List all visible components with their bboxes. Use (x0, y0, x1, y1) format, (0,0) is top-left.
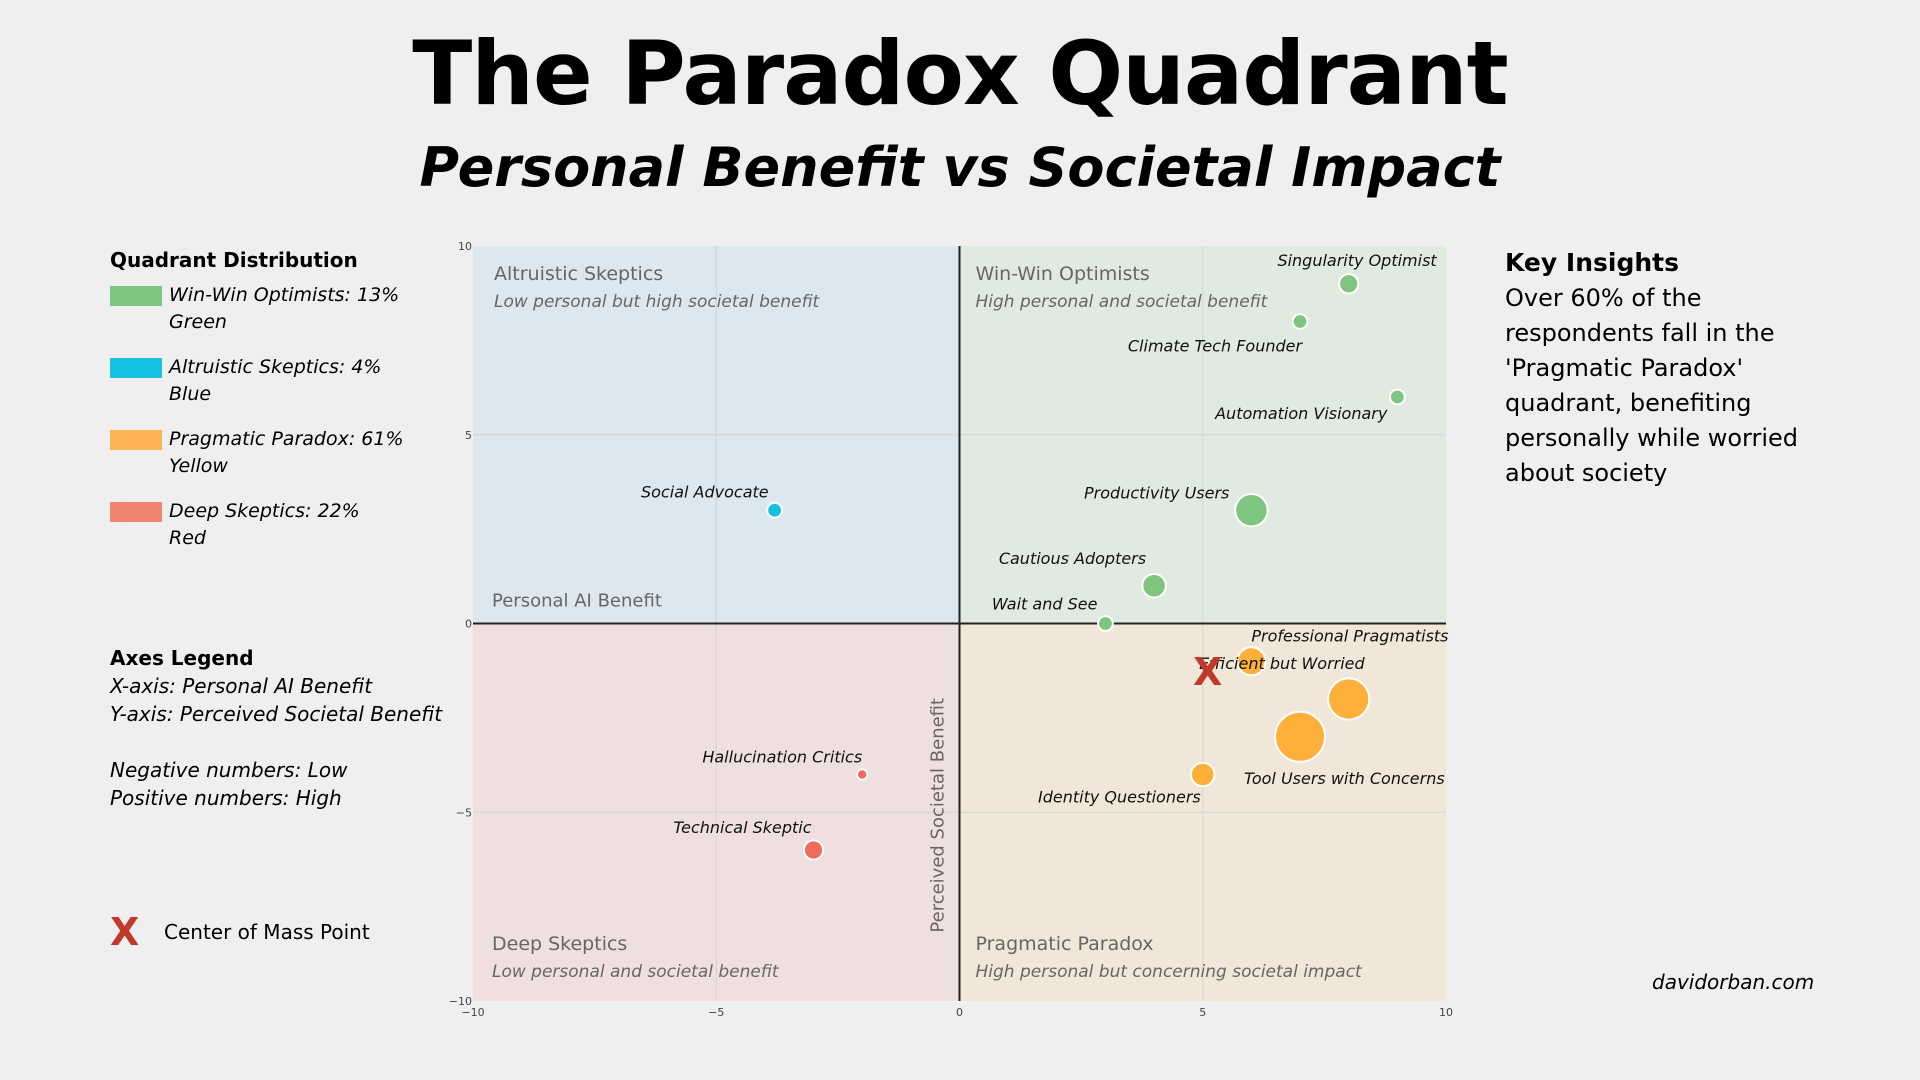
y-tick-label: 10 (458, 240, 472, 253)
x-tick-label: 0 (956, 1006, 963, 1019)
legend-item-win-win: Win-Win Optimists: 13% Green (110, 282, 450, 354)
y-tick-label: −5 (456, 806, 472, 819)
x-tick-label: −5 (708, 1006, 724, 1019)
quadrant-name: Win-Win Optimists (976, 263, 1150, 285)
data-point (1274, 710, 1327, 763)
x-axis-title: Personal AI Benefit (492, 591, 662, 612)
legend-item-altruistic: Altruistic Skeptics: 4% Blue (110, 354, 450, 426)
axes-legend-x: X-axis: Personal AI Benefit (110, 674, 373, 698)
axes-legend-y: Y-axis: Perceived Societal Benefit (110, 702, 443, 726)
legend-label: Win-Win Optimists: 13% (169, 284, 400, 306)
axes-legend-positive: Positive numbers: High (110, 786, 342, 810)
y-axis-title: Perceived Societal Benefit (928, 698, 949, 933)
center-of-mass-marker: X (1193, 650, 1222, 694)
credit: davidorban.com (1652, 970, 1815, 994)
data-point-label: Tool Users with Concerns (1244, 769, 1445, 788)
data-point (766, 501, 784, 519)
legend-label: Deep Skeptics: 22% (169, 500, 360, 522)
axes-legend-negative: Negative numbers: Low (110, 758, 348, 782)
legend-item-pragmatic: Pragmatic Paradox: 61% Yellow (110, 426, 450, 498)
quadrant-name: Altruistic Skeptics (494, 263, 663, 285)
data-point (1097, 615, 1114, 632)
axes-legend: Axes Legend X-axis: Personal AI Benefit … (110, 646, 470, 812)
data-point-label: Cautious Adopters (999, 549, 1146, 568)
axes-legend-heading: Axes Legend (110, 646, 254, 670)
quadrant-name: Deep Skeptics (492, 933, 627, 955)
chart-title: The Paradox Quadrant (412, 22, 1508, 125)
data-point (1388, 388, 1406, 406)
quadrant-description: Low personal but high societal benefit (494, 292, 821, 312)
data-point-label: Social Advocate (641, 482, 769, 501)
legend-label: Altruistic Skeptics: 4% (169, 356, 382, 378)
data-point-label: Professional Pragmatists (1251, 626, 1448, 645)
data-point (1236, 646, 1267, 677)
legend-swatch-blue (110, 358, 162, 378)
data-point-label: Technical Skeptic (673, 818, 811, 837)
data-point (1189, 761, 1216, 788)
legend-color-name: Yellow (169, 455, 228, 477)
data-point-label: Singularity Optimist (1277, 251, 1437, 270)
legend-color-name: Blue (169, 383, 212, 405)
data-point (856, 768, 869, 781)
key-insights: Key Insights Over 60% of the respondents… (1505, 248, 1845, 491)
data-point-label: Automation Visionary (1214, 404, 1388, 423)
data-point (1327, 677, 1371, 721)
data-point (1234, 493, 1269, 528)
quadrant-name: Pragmatic Paradox (976, 933, 1154, 955)
data-point (1141, 572, 1167, 599)
legend-swatch-green (110, 286, 162, 306)
x-tick-label: −10 (461, 1006, 484, 1019)
chart-subtitle: Personal Benefit vs Societal Impact (419, 136, 1501, 199)
data-point-label: Hallucination Critics (702, 748, 862, 767)
data-point (802, 839, 825, 861)
quadrant-legend: Quadrant Distribution Win-Win Optimists:… (110, 248, 450, 570)
y-tick-label: 0 (465, 618, 472, 631)
legend-heading: Quadrant Distribution (110, 248, 358, 272)
legend-label: Pragmatic Paradox: 61% (169, 428, 404, 450)
quadrant-description: High personal but concerning societal im… (976, 962, 1364, 982)
legend-item-deep: Deep Skeptics: 22% Red (110, 498, 450, 570)
data-point-label: Wait and See (992, 595, 1098, 614)
data-point (1291, 313, 1309, 330)
x-tick-label: 10 (1439, 1006, 1453, 1019)
data-point-label: Identity Questioners (1038, 788, 1201, 807)
legend-swatch-red (110, 502, 162, 522)
data-point-label: Climate Tech Founder (1128, 337, 1304, 356)
y-tick-label: −10 (449, 995, 472, 1008)
center-of-mass-label: Center of Mass Point (164, 920, 370, 944)
center-of-mass-legend: X Center of Mass Point (110, 910, 370, 954)
data-point (1338, 273, 1360, 295)
insights-text: Over 60% of the respondents fall in the … (1505, 284, 1799, 487)
x-tick-label: 5 (1199, 1006, 1206, 1019)
legend-swatch-yellow (110, 430, 162, 450)
legend-color-name: Red (169, 527, 206, 549)
insights-heading: Key Insights (1505, 248, 1679, 277)
legend-color-name: Green (169, 311, 227, 333)
quadrant-description: High personal and societal benefit (976, 292, 1269, 312)
center-of-mass-symbol: X (110, 910, 140, 954)
data-point-label: Efficient but Worried (1199, 654, 1365, 673)
data-point-label: Productivity Users (1084, 483, 1229, 502)
y-tick-label: 5 (465, 429, 472, 442)
quadrant-description: Low personal and societal benefit (492, 962, 780, 982)
